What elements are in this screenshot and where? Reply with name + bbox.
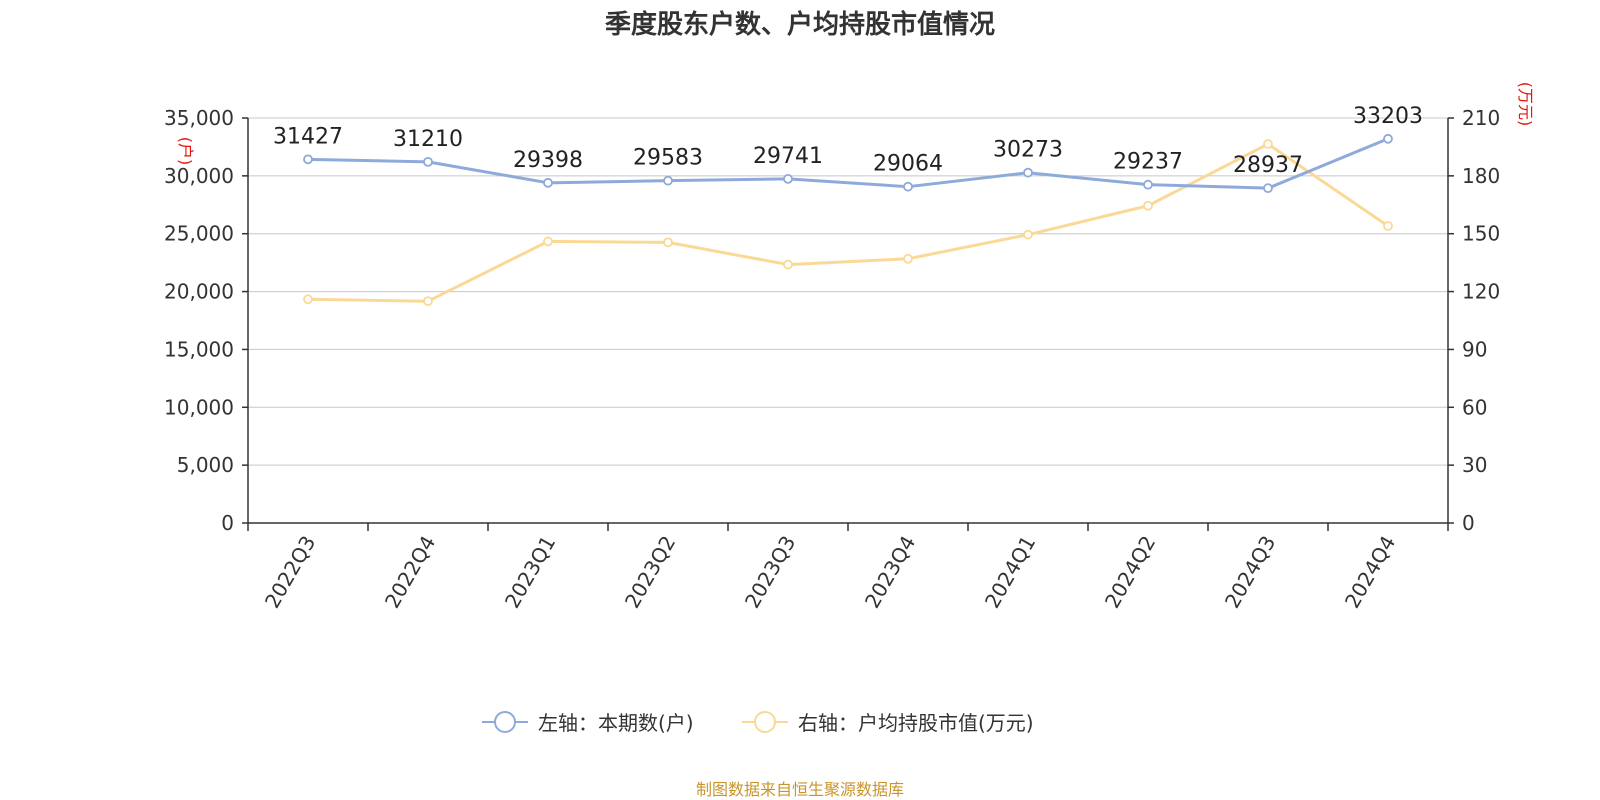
legend-item-holders-count[interactable]: 左轴：本期数(户): [482, 711, 694, 735]
left-axis-tick-label: 10,000: [164, 395, 234, 419]
holders-count-data-label: 30273: [993, 138, 1063, 163]
holders-count-point: [1023, 167, 1033, 178]
right-axis-tick-label: 90: [1462, 337, 1487, 361]
left-axis-tick-label: 15,000: [164, 337, 234, 361]
right-axis-tick-label: 60: [1462, 395, 1487, 419]
left-axis-tick-label: 25,000: [164, 222, 234, 246]
series-layer: [303, 133, 1393, 307]
avg-market-value-line: [307, 142, 1389, 303]
right-axis-tick-label: 120: [1462, 280, 1500, 304]
data-labels-layer: 31427 31210 29398 29583 29741 29064 30273 29237…: [273, 104, 1423, 178]
holders-count-data-label: 31210: [393, 127, 463, 152]
avg-market-value-point: [783, 259, 793, 270]
x-axis-category-label: 2023Q4: [860, 532, 920, 613]
left-axis-unit: (户): [176, 137, 195, 166]
legend-circle-symbol: [494, 711, 516, 733]
avg-market-value-point: [1023, 229, 1033, 240]
holders-count-data-label: 29583: [633, 146, 703, 171]
left-axis-tick-label: 0: [221, 511, 234, 535]
left-axis-tick-label: 30,000: [164, 164, 234, 188]
avg-market-value-point: [423, 296, 433, 307]
right-axis-tick-label: 0: [1462, 511, 1475, 535]
x-axis-category-label: 2022Q4: [380, 532, 440, 613]
holders-count-point: [543, 177, 553, 188]
x-axis-category-label: 2024Q1: [980, 532, 1040, 613]
x-axis-category-label: 2024Q3: [1220, 532, 1280, 613]
holders-count-point: [663, 175, 673, 186]
right-axis-tick-label: 180: [1462, 164, 1500, 188]
legend-circle-symbol: [754, 711, 776, 733]
avg-market-value-point: [1263, 139, 1273, 149]
holders-count-data-label: 29398: [513, 148, 583, 173]
holders-count-point: [303, 154, 313, 165]
right-axis-unit: (万元): [1516, 82, 1535, 127]
holders-count-line: [307, 137, 1389, 190]
holders-count-data-label: 31427: [273, 124, 343, 149]
right-axis-tick-label: 150: [1462, 222, 1500, 246]
holders-count-point: [1263, 183, 1273, 194]
x-axis-category-label: 2024Q2: [1100, 532, 1160, 613]
right-axis-tick-label: 210: [1462, 106, 1500, 130]
avg-market-value-point: [543, 236, 553, 247]
holders-count-point: [423, 156, 433, 167]
holders-count-point: [903, 181, 913, 192]
x-axis-category-label: 2023Q1: [500, 532, 560, 613]
chart-title: 季度股东户数、户均持股市值情况: [605, 9, 995, 40]
source-note: 制图数据来自恒生聚源数据库: [696, 780, 904, 799]
left-axis-tick-label: 20,000: [164, 280, 234, 304]
right-axis-tick-label: 30: [1462, 453, 1487, 477]
holders-count-data-label: 29064: [873, 152, 943, 177]
legend-item-avg-market-value[interactable]: 右轴：户均持股市值(万元): [742, 711, 1034, 735]
left-axis-tick-label: 5,000: [177, 453, 234, 477]
holders-count-data-label: 33203: [1353, 104, 1423, 129]
avg-market-value-point: [903, 253, 913, 264]
avg-market-value-point: [1143, 200, 1153, 211]
avg-market-value-point: [1383, 221, 1393, 231]
holders-count-point: [783, 173, 793, 184]
avg-market-value-point: [303, 294, 313, 305]
holders-count-data-label: 28937: [1233, 153, 1303, 178]
legend-label: 右轴：户均持股市值(万元): [798, 711, 1034, 735]
holders-count-point: [1383, 133, 1393, 144]
left-axis-tick-label: 35,000: [164, 106, 234, 130]
holders-count-point: [1143, 179, 1153, 190]
x-axis-category-label: 2023Q2: [620, 532, 680, 613]
holders-count-data-label: 29237: [1113, 150, 1183, 175]
holders-count-data-label: 29741: [753, 144, 823, 169]
x-axis-category-label: 2022Q3: [260, 532, 320, 613]
x-axis-category-label: 2023Q3: [740, 532, 800, 613]
legend-label: 左轴：本期数(户): [538, 711, 694, 735]
avg-market-value-point: [663, 237, 673, 248]
x-axis-category-label: 2024Q4: [1340, 532, 1400, 613]
legend[interactable]: 左轴：本期数(户) 右轴：户均持股市值(万元): [482, 711, 1034, 735]
